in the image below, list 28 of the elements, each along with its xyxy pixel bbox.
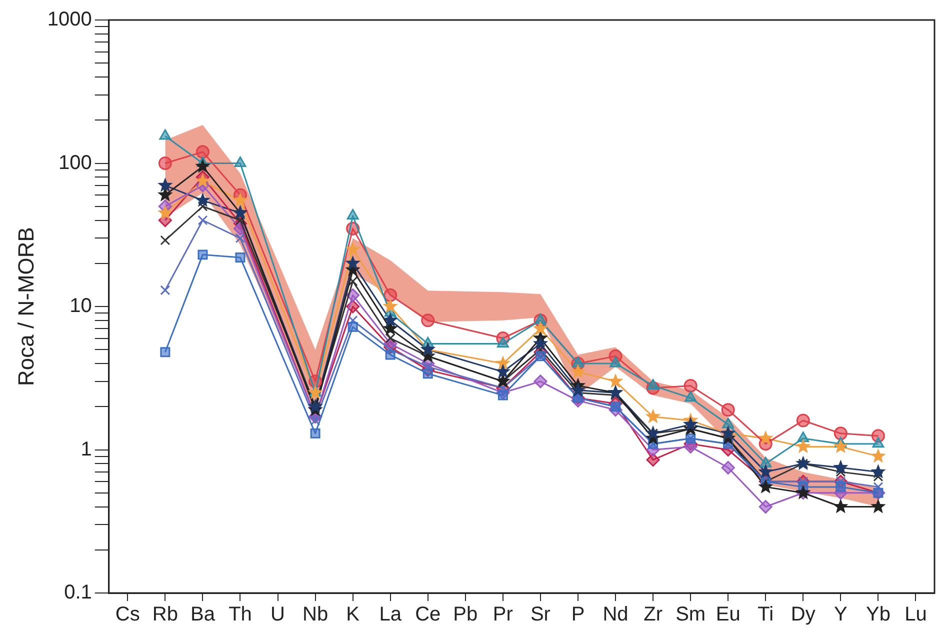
x-tick-label: Nb bbox=[302, 604, 328, 626]
x-tick-label: Pb bbox=[453, 604, 478, 626]
y-tick-label: 10 bbox=[70, 295, 92, 318]
x-tick-label: Y bbox=[834, 604, 848, 626]
x-tick-label: Lu bbox=[904, 604, 927, 626]
y-axis-title: Roca / N-MORB bbox=[13, 227, 38, 386]
x-tick-label: Th bbox=[228, 604, 252, 626]
y-tick-label: 0.1 bbox=[64, 582, 92, 604]
x-tick-label: Ce bbox=[415, 604, 441, 626]
x-tick-label: Ti bbox=[758, 604, 774, 626]
x-tick-label: Cs bbox=[115, 604, 140, 626]
y-tick-label: 1 bbox=[80, 438, 92, 460]
x-tick-label: Rb bbox=[152, 604, 178, 626]
x-tick-label: Sr bbox=[530, 604, 551, 626]
x-tick-label: Ba bbox=[190, 604, 216, 626]
x-tick-label: P bbox=[571, 604, 585, 626]
x-tick-label: Nd bbox=[602, 604, 628, 626]
x-tick-label: Zr bbox=[644, 604, 663, 626]
x-tick-label: La bbox=[379, 604, 402, 626]
x-tick-label: Sm bbox=[676, 604, 706, 626]
y-tick-label: 1000 bbox=[47, 8, 92, 31]
x-tick-label: K bbox=[346, 604, 360, 626]
x-tick-label: Eu bbox=[716, 604, 740, 626]
x-tick-label: Yb bbox=[866, 604, 890, 626]
x-tick-label: U bbox=[270, 604, 285, 626]
y-tick-label: 100 bbox=[58, 152, 92, 174]
x-tick-label: Pr bbox=[492, 604, 514, 626]
x-tick-label: Dy bbox=[790, 604, 816, 626]
